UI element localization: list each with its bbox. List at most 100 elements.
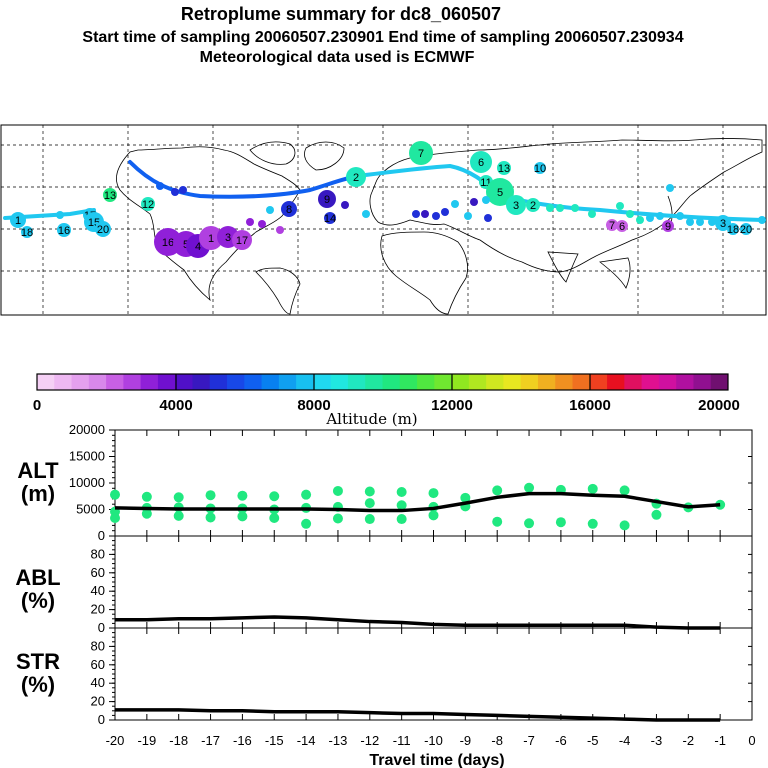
map-marker: 17 bbox=[232, 230, 252, 250]
alt-series-line bbox=[114, 491, 721, 513]
xtick-label: -7 bbox=[523, 733, 535, 748]
map-marker-dot bbox=[95, 221, 111, 237]
colorbar-cell bbox=[278, 374, 297, 390]
map-marker-dot bbox=[715, 215, 731, 231]
map-marker: 1 bbox=[199, 226, 223, 250]
colorbar-cell bbox=[244, 374, 263, 390]
map-marker-label: 3 bbox=[720, 218, 726, 230]
map-marker-dot bbox=[21, 226, 33, 238]
colorbar-cell bbox=[140, 374, 159, 390]
abl-panel-units: (%) bbox=[21, 588, 55, 613]
str-ytick-label: 40 bbox=[91, 675, 105, 690]
map-marker: 12 bbox=[141, 197, 155, 211]
colorbar-cell bbox=[641, 374, 660, 390]
map-marker-label: 18 bbox=[727, 224, 739, 236]
map-marker-dot bbox=[740, 223, 752, 235]
alt-ytick-label: 0 bbox=[98, 528, 105, 543]
map-marker-label: 6 bbox=[478, 157, 484, 169]
colorbar-cells bbox=[37, 374, 729, 390]
xtick-label: -8 bbox=[491, 733, 503, 748]
alt-scatter-point bbox=[141, 508, 152, 519]
map-marker: 20 bbox=[740, 223, 752, 236]
map-gridlines bbox=[1, 125, 766, 315]
title-line-1: Retroplume summary for dc8_060507 bbox=[181, 4, 501, 24]
map-marker-dot bbox=[103, 188, 117, 202]
map-trajectory-dot bbox=[179, 186, 187, 194]
abl-ytick-label: 0 bbox=[98, 620, 105, 635]
str-ytick-label: 20 bbox=[91, 694, 105, 709]
map-trajectory-dot bbox=[156, 182, 164, 190]
colorbar-cell bbox=[555, 374, 574, 390]
map-marker: 6 bbox=[470, 151, 492, 173]
map-marker: 7 bbox=[409, 141, 433, 165]
xtick-label: -20 bbox=[106, 733, 125, 748]
map-marker: 13 bbox=[103, 188, 117, 202]
map-marker: 20 bbox=[95, 221, 111, 237]
map-markers: 1181617152013121654131789142761311105327… bbox=[10, 141, 766, 258]
alt-scatter-point bbox=[110, 489, 120, 500]
abl-series-line bbox=[115, 615, 721, 630]
map-marker: 10 bbox=[534, 162, 546, 175]
alt-scatter-point bbox=[396, 487, 407, 498]
alt-scatter-point bbox=[492, 516, 503, 527]
str-series-line bbox=[115, 708, 721, 722]
map-marker-label: 7 bbox=[418, 148, 424, 160]
map-marker: 2 bbox=[526, 198, 540, 212]
map-marker-label: 16 bbox=[162, 237, 174, 249]
colorbar-cell bbox=[227, 374, 245, 390]
map-trajectory-dot bbox=[571, 204, 579, 212]
alt-scatter-point bbox=[492, 485, 503, 496]
str-panel-units: (%) bbox=[21, 672, 55, 697]
map-marker-dot bbox=[662, 220, 674, 232]
colorbar-cell bbox=[382, 374, 401, 390]
colorbar-tick-16000: 16000 bbox=[569, 397, 611, 414]
colorbar-cell bbox=[261, 374, 280, 390]
xtick-label: -11 bbox=[393, 733, 411, 748]
map-trajectory-dot bbox=[432, 212, 440, 220]
colorbar-cell bbox=[296, 374, 314, 390]
map-trajectory-dot bbox=[686, 218, 694, 226]
str-ytick-label: 60 bbox=[91, 657, 105, 672]
xtick-label: -2 bbox=[683, 733, 695, 748]
xtick-label: -15 bbox=[265, 733, 284, 748]
str-line bbox=[115, 708, 721, 722]
colorbar-cell bbox=[37, 374, 55, 390]
alt-scatter-point bbox=[205, 490, 216, 501]
map-marker-label: 16 bbox=[58, 225, 70, 237]
alt-scatter-point bbox=[396, 514, 407, 525]
map-trajectory-dot bbox=[56, 211, 64, 219]
time-series-panels: ALT (m) ABL (%) STR (%) 0 5000 10000 15000 2… bbox=[15, 422, 755, 768]
abl-ytick-label: 40 bbox=[91, 583, 105, 598]
map-marker-label: 4 bbox=[195, 241, 201, 253]
map-marker-label: 5 bbox=[183, 239, 189, 251]
alt-scatter-point bbox=[428, 488, 439, 499]
abl-line bbox=[115, 615, 721, 630]
colorbar-cell bbox=[417, 374, 435, 390]
alt-scatter-point bbox=[237, 490, 248, 501]
map-marker-dot bbox=[346, 167, 366, 187]
map-marker-label: 3 bbox=[513, 200, 519, 212]
map-trajectory-dot bbox=[676, 212, 684, 220]
alt-scatter-point bbox=[364, 514, 375, 525]
map-trajectory-dot bbox=[482, 196, 490, 204]
alt-scatter-point bbox=[301, 518, 312, 529]
map-trajectory-dot bbox=[646, 214, 654, 222]
map-marker-label: 6 bbox=[619, 221, 625, 233]
alt-scatter-point bbox=[269, 491, 280, 502]
colorbar-cell bbox=[347, 374, 366, 390]
colorbar-cell bbox=[676, 374, 694, 390]
str-y-ticks: 0 20 40 60 80 bbox=[91, 627, 752, 727]
map-trajectory-dot bbox=[362, 210, 370, 218]
alt-ytick-label: 10000 bbox=[69, 475, 105, 490]
map-marker: 5 bbox=[486, 178, 514, 206]
xtick-label: -1 bbox=[714, 733, 726, 748]
map-marker-dot bbox=[534, 162, 546, 174]
map-trajectory-dot bbox=[412, 210, 420, 218]
map-marker: 18 bbox=[21, 226, 33, 239]
map-marker-label: 13 bbox=[498, 163, 510, 175]
colorbar-cell bbox=[624, 374, 643, 390]
alt-scatter-point bbox=[173, 492, 184, 503]
map-marker-label: 14 bbox=[324, 213, 336, 225]
colorbar-cell bbox=[503, 374, 522, 390]
xtick-label: -5 bbox=[587, 733, 599, 748]
